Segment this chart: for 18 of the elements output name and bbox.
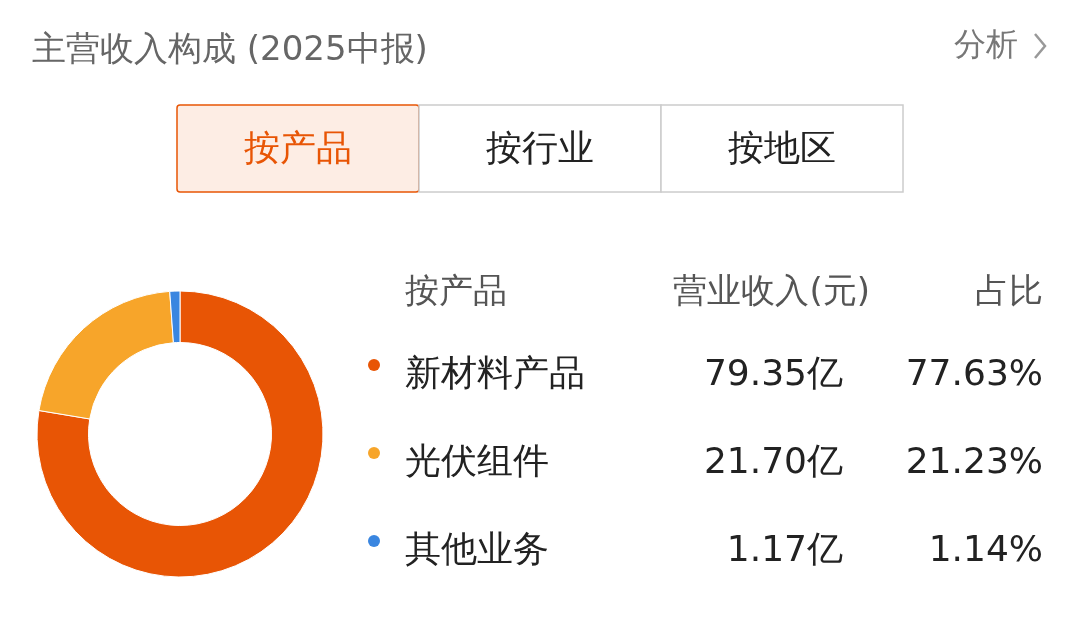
text: 分析 (954, 25, 1018, 63)
data-label: 1.17亿 (726, 528, 843, 569)
text: 1.14% (928, 528, 1043, 569)
text: 按产品 (244, 127, 352, 168)
text: 营业收入(元) (673, 269, 870, 310)
text: 占比 (975, 269, 1043, 310)
text: 按行业 (486, 127, 594, 168)
donut-slice (36, 290, 324, 578)
legend-label: 光伏组件 (405, 440, 549, 481)
text: 按地区 (728, 127, 836, 168)
text: 77.63% (905, 352, 1043, 393)
legend-label: 其他业务 (405, 528, 549, 569)
data-label: 79.35亿 (703, 352, 843, 393)
text: 按产品 (405, 269, 507, 310)
data-label: 21.70亿 (703, 440, 843, 481)
chart-title: 主营收入构成 (2025中报) (32, 27, 428, 68)
legend-label: 新材料产品 (405, 352, 585, 393)
text: 21.23% (905, 440, 1043, 481)
